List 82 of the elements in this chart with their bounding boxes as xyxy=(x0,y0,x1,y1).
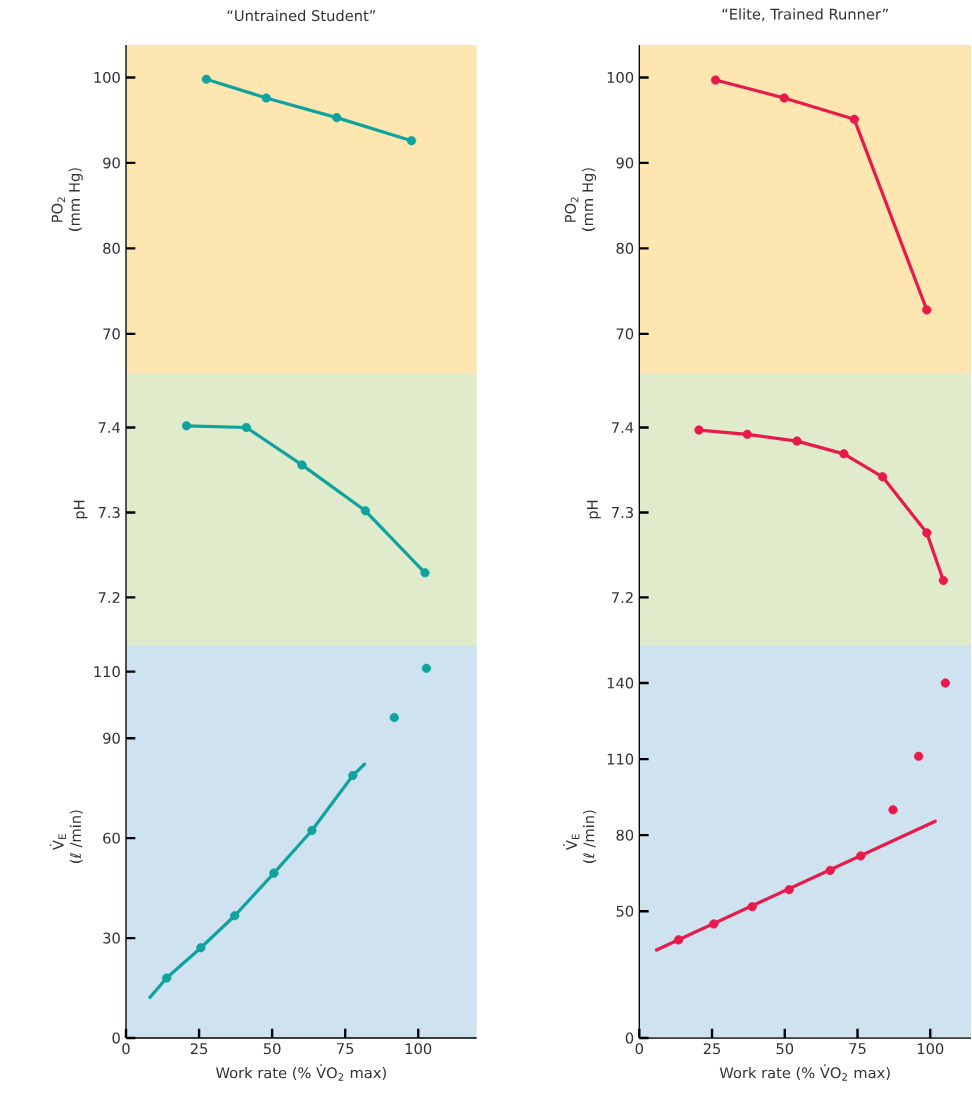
y-tick-label: 0 xyxy=(112,1032,120,1044)
point xyxy=(940,678,951,688)
x-axis-title: Work rate (% V̇O$_{2}$ max) xyxy=(215,1064,386,1081)
point xyxy=(747,902,757,912)
point xyxy=(406,136,417,146)
point xyxy=(261,93,271,103)
point xyxy=(181,421,192,431)
y-axis-title: pH xyxy=(73,500,88,519)
x-tick-label: 50 xyxy=(263,1043,281,1055)
point xyxy=(710,75,721,85)
chart-title: “Elite, Trained Runner” xyxy=(722,8,888,22)
point xyxy=(196,943,206,953)
y-tick-label: 90 xyxy=(103,157,120,169)
y-tick-label: 140 xyxy=(607,677,634,689)
point xyxy=(742,429,752,439)
x-tick-label: 100 xyxy=(405,1043,432,1055)
x-tick-label: 100 xyxy=(917,1043,944,1055)
y-tick-label: 60 xyxy=(103,832,120,844)
point xyxy=(360,506,370,516)
y-tick-label: 80 xyxy=(616,242,634,254)
y-tick-label: 110 xyxy=(94,666,120,678)
x-tick-label: 75 xyxy=(337,1043,354,1055)
point xyxy=(877,472,888,482)
y-tick-label: 90 xyxy=(103,732,120,744)
y-tick-label: 100 xyxy=(94,71,120,84)
point xyxy=(792,436,802,446)
y-tick-label: 7.4 xyxy=(98,422,121,433)
point xyxy=(307,825,317,836)
y-axis-title: V̇$_{E}$ (ℓ /min) xyxy=(563,810,597,863)
x-tick-label: 0 xyxy=(635,1043,643,1055)
point xyxy=(922,528,932,538)
point xyxy=(709,919,719,929)
y-tick-label: 7.2 xyxy=(612,591,633,603)
x-tick-label: 25 xyxy=(190,1043,208,1055)
point xyxy=(694,425,704,435)
y-axis-title: V̇$_{E}$ (ℓ /min) xyxy=(49,810,83,863)
y-tick-label: 90 xyxy=(616,157,634,169)
x-tick-label: 0 xyxy=(122,1043,130,1055)
y-tick-label: 30 xyxy=(103,932,120,944)
point xyxy=(849,114,859,124)
y-tick-label: 7.3 xyxy=(612,506,633,519)
point xyxy=(938,575,948,586)
point xyxy=(332,113,342,123)
y-tick-label: 110 xyxy=(607,753,634,765)
y-axis-title: pH xyxy=(587,500,601,519)
point xyxy=(673,935,684,945)
point xyxy=(421,663,432,673)
x-tick-label: 50 xyxy=(776,1043,794,1055)
point xyxy=(784,885,794,895)
y-tick-label: 70 xyxy=(103,328,120,340)
y-axis-title: PO$_{2}$ (mm Hg) xyxy=(564,168,597,231)
point xyxy=(241,422,252,433)
point xyxy=(888,805,898,815)
point xyxy=(389,712,399,723)
y-tick-label: 80 xyxy=(616,829,634,841)
y-tick-label: 50 xyxy=(616,905,634,917)
point xyxy=(914,751,924,761)
y-tick-label: 7.4 xyxy=(612,422,634,433)
y-tick-label: 70 xyxy=(616,328,634,340)
point xyxy=(230,911,240,921)
point xyxy=(825,865,835,876)
point xyxy=(297,460,307,470)
point xyxy=(162,973,172,983)
y-tick-label: 7.3 xyxy=(98,506,120,519)
point xyxy=(856,851,866,861)
x-axis-title: Work rate (% V̇O$_{2}$ max) xyxy=(719,1064,890,1081)
point xyxy=(269,868,279,878)
point xyxy=(201,74,211,84)
x-tick-label: 25 xyxy=(703,1043,721,1055)
point xyxy=(922,305,932,315)
point xyxy=(779,93,789,103)
y-tick-label: 0 xyxy=(625,1032,634,1044)
chart-title: “Untrained Student” xyxy=(227,9,376,22)
point xyxy=(420,568,430,578)
point xyxy=(348,770,358,781)
y-axis-title: PO$_{2}$ (mm Hg) xyxy=(51,168,83,231)
y-tick-label: 7.2 xyxy=(98,591,120,603)
x-tick-label: 75 xyxy=(849,1043,866,1055)
line-series xyxy=(148,762,367,999)
y-tick-label: 80 xyxy=(103,242,120,254)
y-tick-label: 100 xyxy=(607,71,634,84)
point xyxy=(839,449,849,459)
